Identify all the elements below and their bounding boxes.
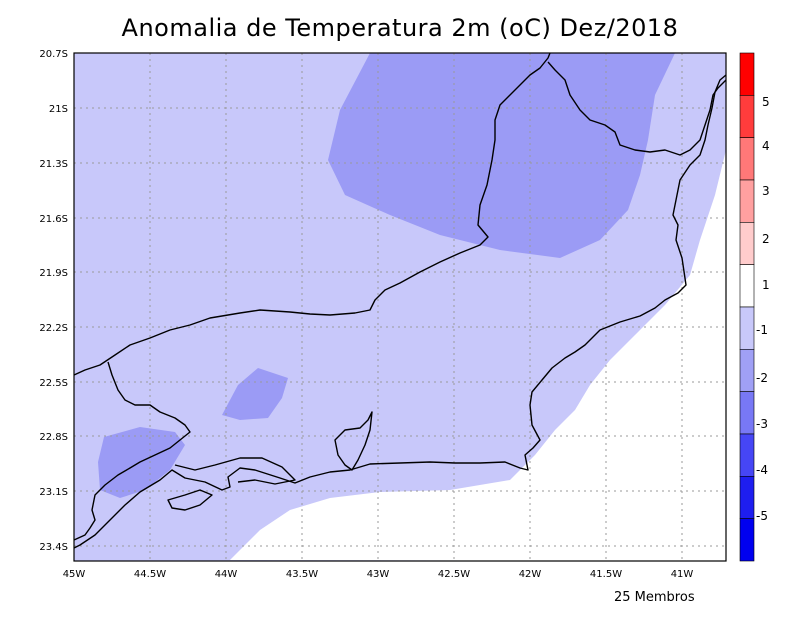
map-frame (73, 52, 727, 562)
anomaly-band-minus2-north (328, 53, 675, 258)
lon-tick-label: 43.5W (286, 569, 318, 580)
lat-tick-label: 22.2S (39, 323, 68, 334)
members-footnote: 25 Membros (614, 590, 695, 605)
coastline (74, 74, 726, 549)
colorbar-segment (739, 349, 755, 392)
colorbar-label: 2 (762, 232, 770, 246)
colorbar-label: -1 (756, 323, 768, 337)
lon-tick-label: 41.5W (590, 569, 622, 580)
state-border-east (547, 61, 726, 156)
lon-tick-label: 44.5W (134, 569, 166, 580)
colorbar-segment (739, 518, 755, 562)
lat-tick-label: 21.3S (39, 159, 68, 170)
lon-tick-label: 41W (671, 569, 694, 580)
colorbar-segment (739, 179, 755, 223)
map-plot-area (74, 53, 726, 561)
lat-tick-label: 21.9S (39, 268, 68, 279)
colorbar-segment (739, 306, 755, 350)
colorbar-label: -4 (756, 463, 768, 477)
state-border-north (74, 53, 551, 376)
lat-tick-label: 22.8S (39, 432, 68, 443)
colorbar-label: -3 (756, 417, 768, 431)
colorbar-segment (739, 476, 755, 519)
ilha-grande (167, 489, 213, 511)
lon-tick-label: 42W (519, 569, 542, 580)
map-title: Anomalia de Temperatura 2m (oC) Dez/2018 (121, 14, 679, 42)
anomaly-band-minus2-centre (222, 368, 288, 420)
lat-tick-label: 21.6S (39, 214, 68, 225)
lat-tick-label: 23.1S (39, 487, 68, 498)
sepetiba-bay (174, 457, 296, 485)
lon-tick-label: 44W (215, 569, 238, 580)
colorbar-segment (739, 264, 755, 308)
colorbar (739, 52, 755, 562)
colorbar-segment (739, 433, 755, 477)
colorbar-segment (739, 222, 755, 265)
anomaly-band-minus2-southwest (98, 427, 185, 498)
colorbar-label: -2 (756, 371, 768, 385)
colorbar-segment (739, 391, 755, 435)
colorbar-label: 3 (762, 184, 770, 198)
lon-tick-label: 43W (367, 569, 390, 580)
state-border-west (74, 361, 191, 541)
colorbar-segment (739, 137, 755, 181)
grid-lines (74, 53, 726, 561)
lat-tick-label: 23.4S (39, 542, 68, 553)
lon-tick-label: 45W (63, 569, 86, 580)
lat-tick-label: 21S (49, 104, 68, 115)
colorbar-label: 5 (762, 95, 770, 109)
lat-tick-label: 22.5S (39, 378, 68, 389)
colorbar-label: -5 (756, 509, 768, 523)
colorbar-segment (739, 52, 755, 96)
lon-tick-label: 42.5W (438, 569, 470, 580)
colorbar-label: 1 (762, 278, 770, 292)
anomaly-band-ocean (230, 150, 726, 561)
colorbar-label: 4 (762, 139, 770, 153)
guanabara-bay (334, 411, 373, 471)
lat-tick-label: 20.7S (39, 49, 68, 60)
colorbar-segment (739, 95, 755, 138)
